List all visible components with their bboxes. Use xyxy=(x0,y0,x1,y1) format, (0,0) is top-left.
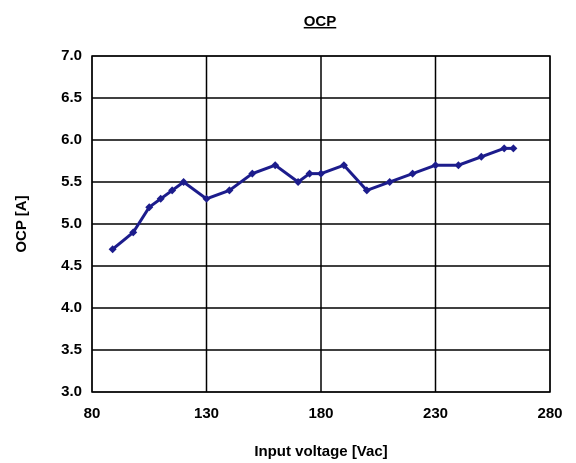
x-axis-label: Input voltage [Vac] xyxy=(254,443,387,460)
data-point xyxy=(500,144,509,153)
x-tick-label: 280 xyxy=(537,405,562,422)
data-point xyxy=(385,178,394,186)
x-tick-label: 80 xyxy=(84,405,101,422)
y-tick-label: 5.5 xyxy=(61,173,82,190)
data-point xyxy=(225,186,234,195)
y-tick-label: 3.5 xyxy=(61,341,82,358)
data-point xyxy=(408,169,417,178)
data-point xyxy=(477,152,486,161)
y-tick-label: 3.0 xyxy=(61,383,82,400)
data-point xyxy=(202,194,211,203)
chart-title: OCP xyxy=(304,13,337,30)
data-point xyxy=(317,169,325,178)
y-tick-label: 4.5 xyxy=(61,257,82,274)
data-point xyxy=(431,161,440,170)
y-tick-label: 7.0 xyxy=(61,47,82,64)
y-tick-label: 6.5 xyxy=(61,89,82,106)
data-point xyxy=(248,169,257,178)
data-point xyxy=(156,194,165,203)
data-point xyxy=(305,169,314,178)
data-point xyxy=(362,186,371,195)
data-point xyxy=(179,178,188,186)
plot-frame xyxy=(91,55,551,393)
data-point xyxy=(454,161,463,170)
y-tick-label: 6.0 xyxy=(61,131,82,148)
data-point xyxy=(129,228,138,237)
data-point xyxy=(145,203,154,212)
data-line xyxy=(111,146,514,251)
data-point xyxy=(339,161,348,170)
y-tick-label: 5.0 xyxy=(61,215,82,232)
data-point xyxy=(509,144,518,153)
data-point xyxy=(294,178,303,186)
x-tick-label: 130 xyxy=(194,405,219,422)
data-point xyxy=(108,245,117,254)
y-axis-label: OCP [A] xyxy=(13,195,30,252)
y-tick-label: 4.0 xyxy=(61,299,82,316)
x-tick-label: 230 xyxy=(423,405,448,422)
x-tick-label: 180 xyxy=(308,405,333,422)
data-point xyxy=(271,161,280,170)
data-point xyxy=(168,186,177,195)
